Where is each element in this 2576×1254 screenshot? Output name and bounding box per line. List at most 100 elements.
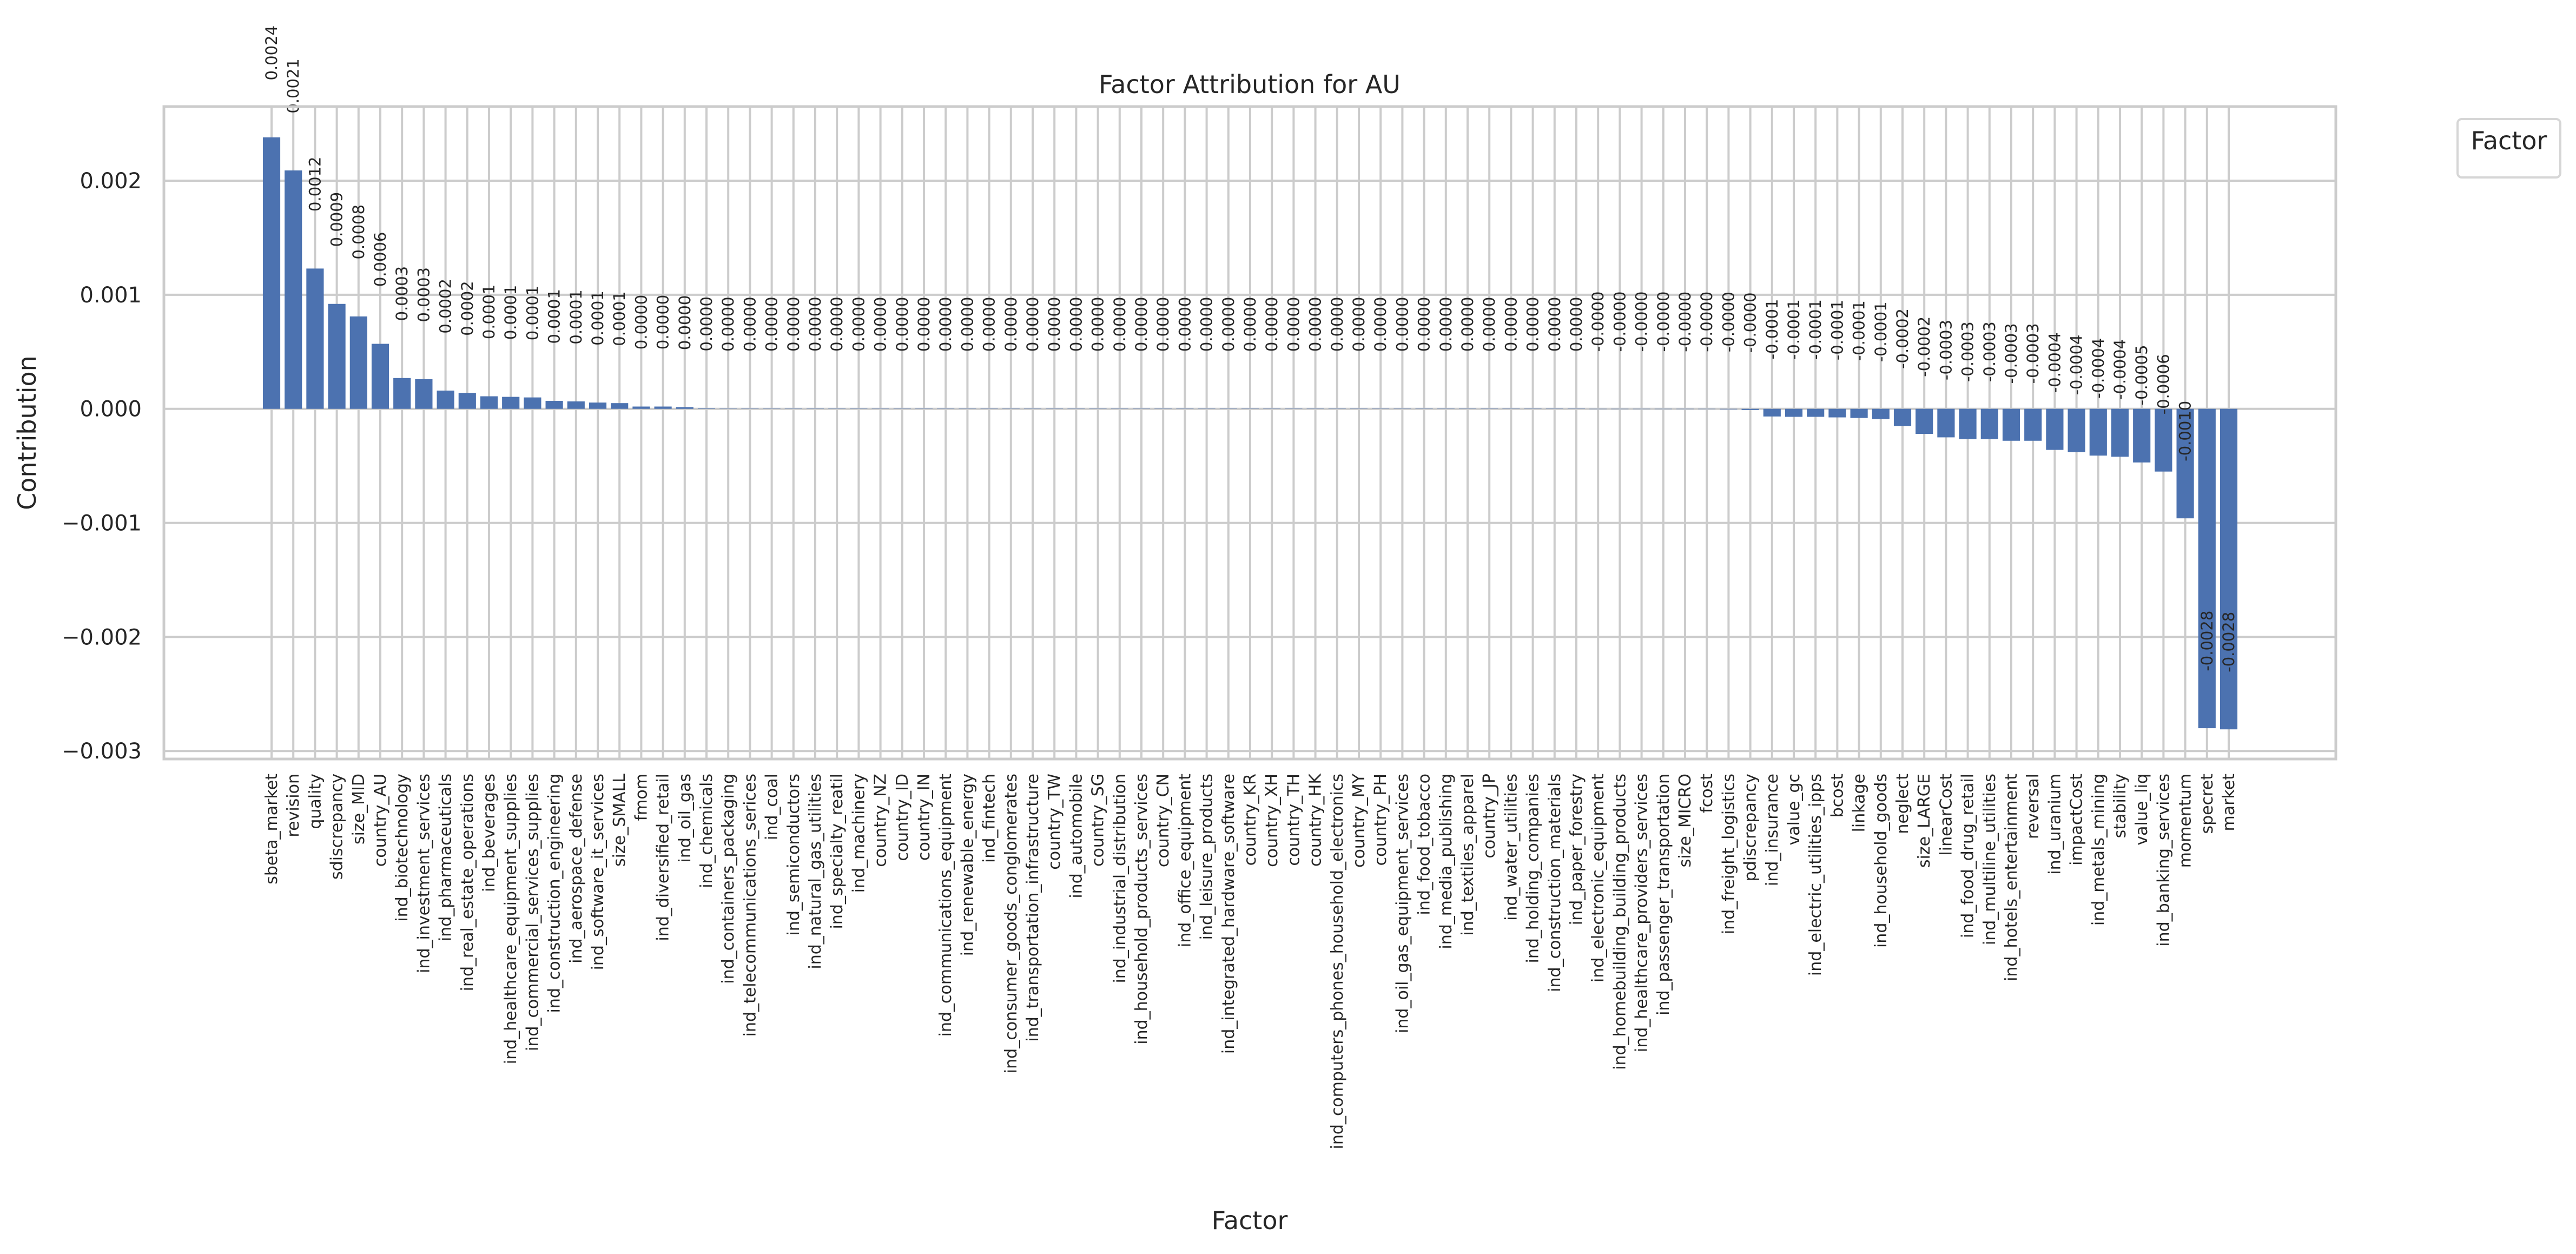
bar-ind_real_estate_operations [458,393,476,409]
x-tick-label: country_IN [915,774,934,861]
bar-ind_household_products_services [1132,408,1151,410]
bar-linearCost [1937,408,1955,438]
x-tick-label: ind_beverages [480,774,499,892]
y-tick-label: −0.003 [62,739,142,764]
x-tick-label: neglect [1893,774,1912,834]
value-label: 0.0001 [501,285,520,340]
bar-ind_paper_forestry [1567,408,1586,410]
bar-ind_containers_packaging [719,408,737,409]
value-label: 0.0000 [1198,297,1216,352]
x-tick-label: specret [2198,774,2217,834]
bar-revision [285,170,302,409]
value-label: -0.0000 [1610,292,1629,352]
value-label: 0.0009 [328,192,346,247]
value-label: 0.0000 [1154,297,1172,352]
value-label: 0.0000 [1263,297,1281,352]
x-tick-label: country_MY [1350,773,1369,868]
bar-ind_beverages [480,396,498,409]
x-tick-label: country_AU [371,774,390,867]
x-tick-label: ind_uranium [2045,774,2064,875]
x-tick-label: ind_metals_mining [2089,774,2108,926]
bar-fmom [632,406,650,409]
x-tick-label: ind_electronic_equipment [1589,774,1608,982]
value-label: 0.0000 [806,296,824,351]
value-label: -0.0002 [1893,308,1912,369]
x-tick-label: impactCost [2068,774,2086,866]
value-label: 0.0000 [828,296,846,351]
x-tick-label: ind_media_publishing [1437,774,1456,949]
value-label: -0.0003 [2002,323,2020,384]
bar-ind_computers_phones_household_electronics [1328,408,1346,410]
x-tick-label: ind_construction_materials [1545,774,1564,992]
bar-ind_semiconductors [784,408,802,409]
bar-ind_natural_gas_utilities [806,408,824,409]
value-label: 0.0024 [262,25,281,80]
value-label: 0.0000 [1306,297,1325,352]
value-label: -0.0003 [2024,323,2042,384]
value-label: -0.0003 [1937,320,1955,380]
bar-ind_office_equipment [1176,408,1194,410]
bar-ind_electric_utilities_ipps [1807,408,1825,417]
x-tick-label: country_JP [1480,774,1499,859]
x-tick-label: ind_textiles_apparel [1458,774,1477,936]
value-label: 0.0000 [1132,297,1151,352]
bar-stability [2111,408,2129,457]
value-label: 0.0000 [1111,297,1129,352]
value-label: -0.0006 [2154,354,2172,414]
value-label: -0.0004 [2068,334,2086,395]
x-tick-label: ind_fintech [980,774,999,863]
x-tick-label: country_KR [1241,774,1260,866]
x-tick-label: ind_office_equipment [1175,774,1194,947]
value-label: -0.0001 [1850,300,1868,361]
bar-country_MY [1350,408,1368,410]
bar-ind_oil_gas [676,407,693,409]
x-tick-label: ind_chemicals [697,774,716,888]
bar-fcost [1698,408,1716,410]
bar-ind_banking_services [2155,408,2172,472]
x-tick-label: country_ID [893,774,912,861]
bar-ind_hotels_entertainment [2002,408,2020,441]
chart-title: Factor Attribution for AU [1099,70,1401,99]
x-tick-label: ind_construction_engineering [545,774,564,1013]
bars [262,137,2238,730]
value-label: 0.0000 [1067,297,1085,352]
bar-ind_multiline_utilities [1980,408,1998,439]
x-tick-label: pdiscrepancy [1741,774,1760,881]
x-tick-label: momentum [2176,774,2195,868]
x-tick-label: quality [306,774,325,829]
value-label: -0.0001 [1785,299,1803,360]
value-label: 0.0008 [349,204,368,259]
value-label: 0.0006 [371,232,389,287]
bar-reversal [2024,408,2042,441]
y-axis-label: Contribution [12,355,42,510]
value-label: 0.0000 [763,296,781,351]
bar-ind_freight_logistics [1720,408,1738,410]
value-label: 0.0000 [849,296,868,351]
value-label: 0.0000 [980,297,999,352]
x-tick-label: ind_passenger_transportation [1654,774,1673,1015]
bar-country_JP [1481,408,1498,410]
x-tick-label: ind_banking_services [2154,774,2173,947]
legend-title: Factor [2471,126,2547,155]
value-label: 0.0001 [480,285,498,339]
value-label: 0.0001 [523,286,541,340]
x-tick-label: revision [284,774,303,837]
y-tick-label: 0.000 [80,397,142,422]
bar-size_LARGE [1916,408,1933,434]
value-label: 0.0001 [567,289,585,344]
value-label: 0.0000 [676,295,694,350]
value-label: 0.0000 [1502,297,1520,352]
value-label: -0.0000 [1697,292,1716,352]
value-label: 0.0000 [915,297,933,352]
value-label: 0.0000 [1328,297,1346,352]
bar-linkage [1850,408,1868,418]
bar-ind_industrial_distribution [1111,408,1128,410]
value-label: 0.0000 [1437,297,1455,352]
value-label: -0.0000 [1654,292,1673,352]
bar-size_MICRO [1676,408,1694,410]
x-tick-label: country_SG [1089,774,1108,867]
bar-ind_investment_services [415,379,433,409]
value-label: 0.0001 [589,291,607,345]
